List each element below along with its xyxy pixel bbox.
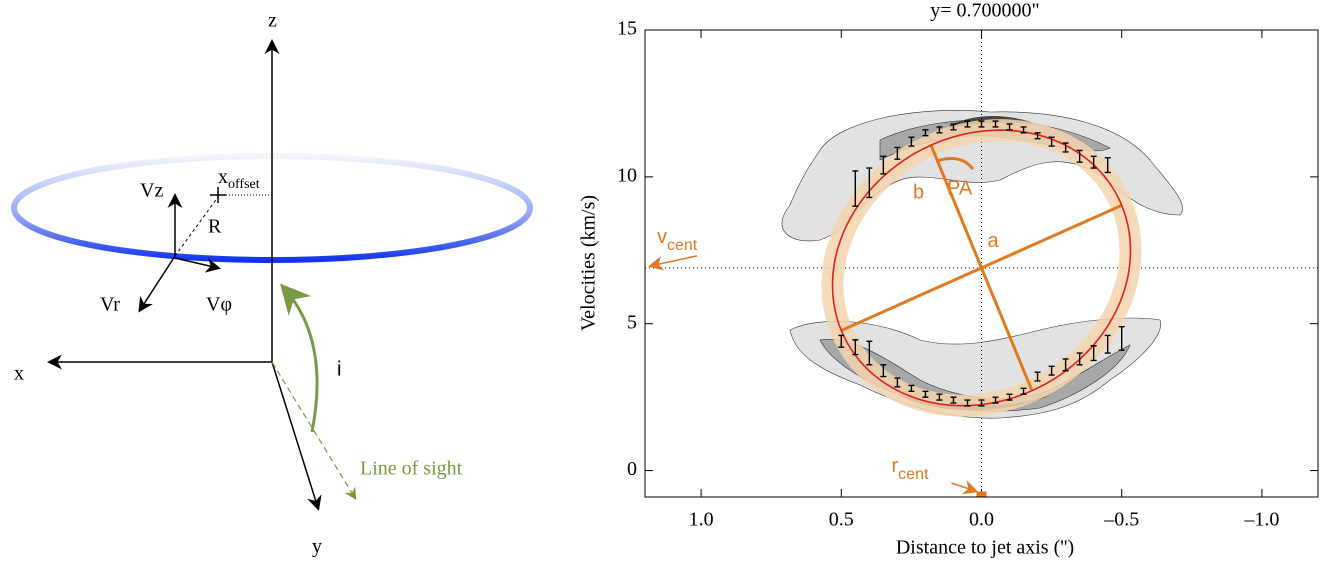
r-cent-main: r [892,455,899,477]
x-offset-main: x [218,166,228,188]
error-bar [1034,371,1041,382]
error-bar [1006,123,1013,131]
error-bar [880,155,887,175]
x-axis-title: Distance to jet axis ('') [896,537,1074,559]
error-bar [950,123,957,131]
label-b: b [913,181,924,203]
error-bar [866,340,873,366]
error-bar [866,167,873,199]
v-cent-main: v [657,226,667,248]
error-bar [936,393,943,401]
x-offset-sub: offset [228,177,260,192]
x-label: x [14,363,24,385]
error-bar [894,146,901,160]
x-tick-label: 0.0 [969,509,994,531]
x-tick-label: –0.5 [1103,509,1139,531]
radius-line [174,196,219,257]
error-bar [1076,352,1083,366]
error-bar [1062,358,1069,372]
vz-label: Vz [140,180,163,202]
i-label: i [337,358,341,380]
minor-axis [929,144,1034,392]
label-pa: PA [947,177,973,199]
error-bar [1020,126,1027,134]
error-bar [880,364,887,378]
y-axis-title: Velocities (km/s) [578,195,600,331]
error-bar [922,390,929,398]
y-tick-label: 5 [627,311,637,333]
chart-title: y= 0.700000" [930,0,1039,22]
v-cent-sub: cent [667,237,698,254]
v-cent-arrow [648,255,698,271]
y-tick-label: 15 [617,18,637,40]
vr-label: Vr [100,294,120,316]
x-offset-label: xoffset [218,166,260,193]
error-bar [1076,149,1083,163]
vphi-label: Vφ [206,294,232,316]
inclination-arrow [280,283,319,433]
error-bar [1006,393,1013,401]
error-bar [852,339,859,356]
error-bar [978,399,985,407]
error-bar [1034,132,1041,140]
center-cross [210,187,226,203]
v-cent-label: vcent [657,226,698,254]
r-cent-arrow [951,480,979,495]
error-bar [964,120,971,128]
x-tick-label: 0.5 [829,509,854,531]
y-label: y [312,536,322,558]
error-bar [852,170,859,207]
x-tick-label: 1.0 [689,509,714,531]
z-label: z [268,10,277,32]
error-bar [922,129,929,137]
error-bar [1104,157,1111,174]
error-bar [838,334,845,348]
error-bar [1090,345,1097,362]
error-bar [1118,325,1125,351]
r-cent-sub: cent [898,466,929,483]
error-bar [964,399,971,407]
error-bar [1062,142,1069,153]
error-bar [992,120,999,128]
error-bar [1048,136,1055,147]
x-tick-label: –1.0 [1243,509,1279,531]
diagram: z x y Vz Vr Vφ R xoffset i Line of sight [11,10,533,558]
y-tick-label: 0 [627,458,637,480]
y-axis [271,361,322,511]
error-bar [1048,365,1055,376]
chart: y= 0.700000" Distance to jet axis ('') V… [578,0,1319,559]
line-of-sight [271,361,357,501]
vr-arrow [138,255,176,313]
r-label: R [208,216,222,238]
error-bar [936,126,943,134]
error-bar [1090,155,1097,169]
error-bar [1020,387,1027,395]
label-a: a [988,230,1000,252]
error-bar [978,120,985,128]
pa-arc [935,157,975,171]
error-bar [908,136,915,147]
error-bar [950,396,957,404]
los-label: Line of sight [360,458,463,480]
error-bar [908,384,915,392]
y-tick-label: 10 [617,164,637,186]
error-bar [894,377,901,388]
r-cent-label: rcent [892,455,929,483]
error-bar [1104,334,1111,354]
vphi-arrow [174,257,221,273]
error-bar [992,396,999,404]
